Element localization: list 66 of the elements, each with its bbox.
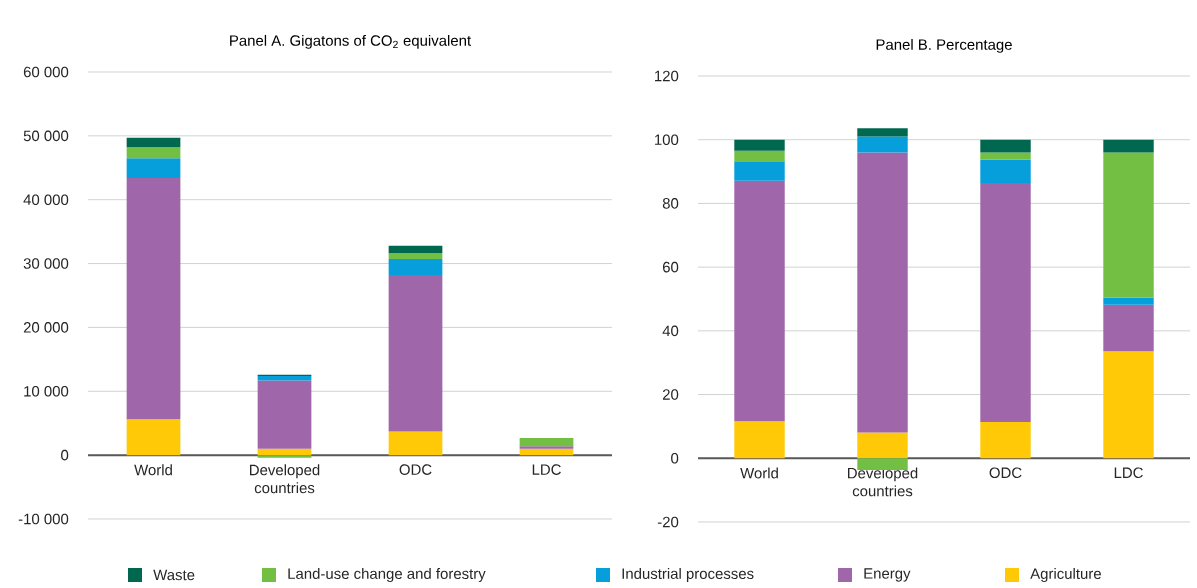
bar — [980, 183, 1031, 422]
x-tick-label: LDC — [1114, 467, 1143, 479]
y-tick-label: 40 000 — [23, 194, 69, 205]
bar — [388, 431, 443, 456]
bar — [1103, 351, 1154, 459]
y-tick-label: 80 — [662, 198, 679, 209]
legend-label: Land-use change and forestry — [288, 568, 486, 582]
bar — [980, 152, 1031, 160]
legend-label: Agriculture — [1030, 568, 1101, 582]
y-tick-label: 0 — [61, 449, 69, 461]
x-tick-label: ODC — [989, 467, 1022, 479]
x-tick-label: Developed countries — [848, 467, 918, 497]
legend-label: Energy — [864, 568, 911, 582]
bar — [388, 259, 443, 276]
y-tick-label: 0 — [671, 452, 679, 464]
bar — [1103, 297, 1154, 305]
x-tick-label: World — [740, 467, 778, 479]
bar — [1103, 139, 1154, 153]
x-tick-label: ODC — [399, 464, 432, 475]
y-tick-label: 10 000 — [24, 385, 69, 397]
bar — [857, 136, 908, 153]
y-tick-label: 30 000 — [23, 258, 69, 269]
bar — [857, 152, 908, 433]
y-tick-label: 40 — [662, 325, 679, 337]
y-tick-label: -10 000 — [18, 513, 69, 525]
bar — [980, 421, 1031, 459]
chart-title: Panel B. Percentage — [876, 38, 1012, 53]
bar — [388, 245, 443, 254]
y-tick-label: 20 000 — [23, 322, 69, 333]
bar — [980, 139, 1031, 153]
bar — [519, 446, 574, 449]
bar — [519, 437, 574, 447]
bar — [388, 253, 443, 260]
bar — [857, 128, 908, 137]
y-tick-label: 50 000 — [23, 130, 69, 142]
bar — [734, 161, 785, 181]
bar — [857, 432, 908, 459]
y-tick-label: 60 000 — [23, 66, 69, 78]
legend-label: Industrial processes — [622, 568, 754, 582]
bar — [388, 275, 443, 432]
bar — [980, 159, 1031, 184]
bar — [126, 147, 181, 159]
chart-title: Panel A. Gigatons of CO$_{2}$ equivalent — [230, 34, 471, 49]
y-tick-label: 100 — [655, 134, 679, 145]
bar — [519, 448, 574, 456]
y-tick-label: 20 — [662, 389, 679, 400]
bar — [734, 139, 785, 151]
y-tick-label: 60 — [662, 261, 679, 273]
x-tick-label: World — [134, 464, 172, 476]
bar — [126, 137, 181, 148]
bar — [734, 421, 785, 459]
bar — [257, 380, 312, 449]
bar — [734, 180, 785, 422]
y-tick-label: -20 — [657, 516, 679, 528]
bar — [126, 419, 181, 456]
legend-label: Waste — [153, 569, 195, 581]
bar — [257, 455, 312, 458]
bar — [734, 150, 785, 162]
x-tick-label: Developed countries — [250, 464, 320, 494]
bar — [1103, 152, 1154, 298]
bar — [257, 448, 312, 456]
bar — [126, 158, 181, 178]
bar — [1103, 304, 1154, 352]
x-tick-label: LDC — [532, 464, 561, 475]
bar — [126, 177, 181, 420]
y-tick-label: 120 — [655, 70, 679, 82]
